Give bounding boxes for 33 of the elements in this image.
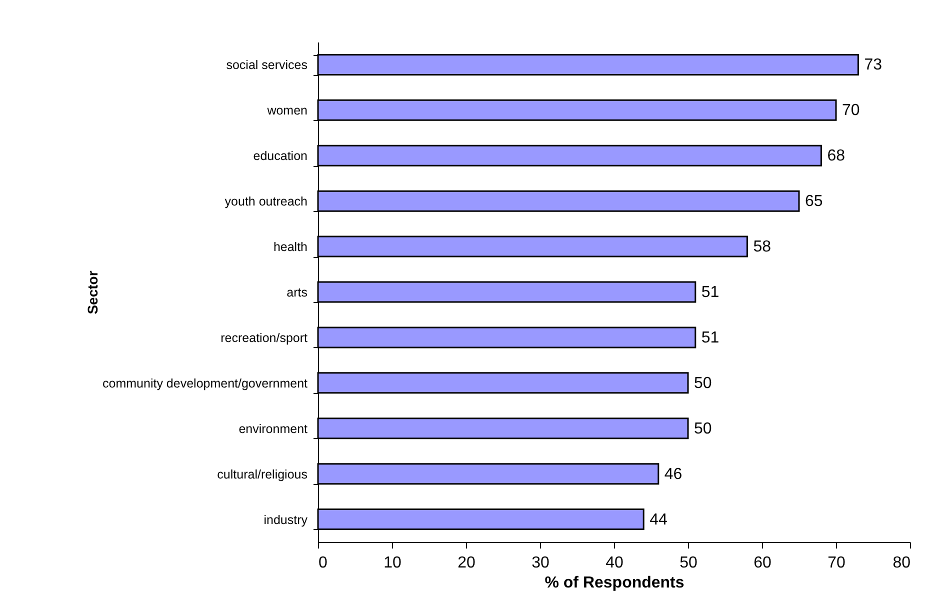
x-tick-label: 40 [606,554,624,572]
x-tick-label: 30 [532,554,550,572]
data-label: 44 [650,511,668,528]
data-label: 58 [753,238,772,256]
data-label: 50 [694,374,712,392]
data-label: 70 [842,102,860,120]
x-axis-title: % of Respondents [544,574,684,592]
x-tick-label: 50 [680,554,698,572]
y-tick-label: recreation/sport [220,330,308,345]
x-tick-label: 10 [384,554,402,572]
data-label: 51 [701,284,720,301]
data-label: 50 [694,420,712,438]
y-tick-label: education [253,149,308,164]
y-tick-label: youth outreach [224,194,308,209]
x-tick-label: 0 [318,554,328,572]
y-tick-label: social services [226,58,308,72]
y-tick-label: women [266,104,308,118]
y-tick-label: environment [238,422,308,436]
data-label: 73 [864,56,882,74]
y-tick-label: health [273,240,308,254]
data-label: 46 [664,466,682,483]
data-label: 68 [827,148,846,165]
y-tick-label: cultural/religious [217,467,308,482]
y-axis-title: Sector [84,270,100,314]
x-tick-label: 80 [892,554,911,572]
data-label: 51 [701,329,720,346]
x-tick-label: 20 [458,554,476,572]
y-tick-label: community development/government [102,376,308,390]
x-tick-label: 60 [754,554,772,572]
x-tick-label: 70 [828,554,846,572]
data-label: 65 [805,193,823,210]
y-tick-label: industry [264,512,308,527]
y-tick-label: arts [286,286,308,300]
